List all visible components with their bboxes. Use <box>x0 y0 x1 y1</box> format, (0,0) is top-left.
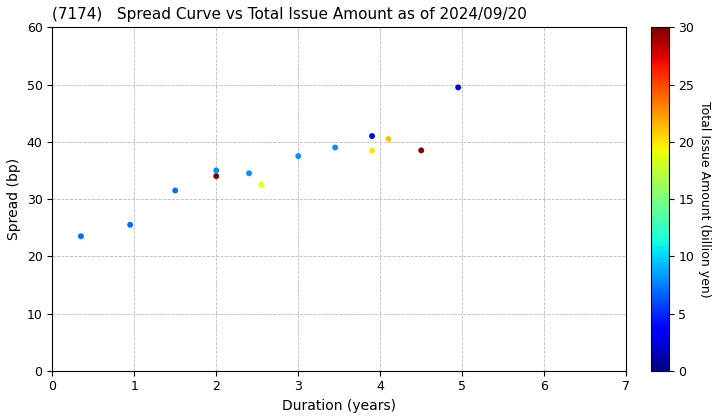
Point <box>256 181 267 188</box>
Point <box>243 170 255 177</box>
Point <box>415 147 427 154</box>
Point <box>366 133 378 139</box>
X-axis label: Duration (years): Duration (years) <box>282 399 396 413</box>
Point <box>366 147 378 154</box>
Y-axis label: Spread (bp): Spread (bp) <box>7 158 21 240</box>
Y-axis label: Total Issue Amount (billion yen): Total Issue Amount (billion yen) <box>698 101 711 297</box>
Point <box>75 233 86 239</box>
Point <box>125 221 136 228</box>
Point <box>210 167 222 174</box>
Point <box>169 187 181 194</box>
Point <box>329 144 341 151</box>
Point <box>210 173 222 179</box>
Point <box>383 136 395 142</box>
Point <box>292 153 304 160</box>
Point <box>452 84 464 91</box>
Text: (7174)   Spread Curve vs Total Issue Amount as of 2024/09/20: (7174) Spread Curve vs Total Issue Amoun… <box>53 7 527 22</box>
